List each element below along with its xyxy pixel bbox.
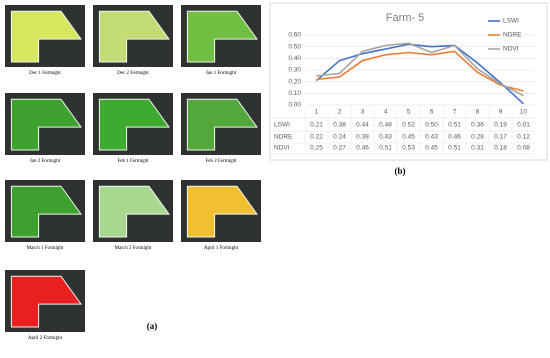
table-row-label: LSWI bbox=[274, 122, 290, 129]
x-tick-label: 4 bbox=[384, 109, 388, 116]
field bbox=[98, 98, 170, 151]
x-tick-label: 7 bbox=[453, 109, 457, 116]
legend-label: NDRE bbox=[503, 32, 522, 39]
table-cell: 0.51 bbox=[379, 145, 392, 152]
table-cell: 0.52 bbox=[402, 122, 415, 129]
table-cell: 0.45 bbox=[402, 134, 415, 141]
table-row-label: NDRE bbox=[274, 134, 293, 141]
table-cell: 0.53 bbox=[402, 145, 415, 152]
image-caption: Feb 1 Fortnight bbox=[117, 159, 149, 164]
table-cell: 0.17 bbox=[494, 134, 507, 141]
table-cell: 0.45 bbox=[425, 145, 438, 152]
legend-label: LSWI bbox=[503, 18, 519, 25]
table-cell: 0.38 bbox=[333, 122, 346, 129]
table-cell: 0.28 bbox=[471, 134, 484, 141]
table-cell: 0.36 bbox=[471, 122, 484, 129]
image-caption: April 1 Fortnight bbox=[204, 246, 239, 251]
field bbox=[10, 98, 82, 151]
field bbox=[186, 185, 258, 238]
field bbox=[98, 185, 170, 238]
field bbox=[10, 185, 82, 238]
table-cell: 0.46 bbox=[448, 134, 461, 141]
y-tick-label: 0.50 bbox=[288, 43, 301, 50]
table-cell: 0.50 bbox=[425, 122, 438, 129]
field bbox=[186, 98, 258, 151]
table-cell: 0.21 bbox=[310, 122, 323, 129]
table-cell: 0.51 bbox=[448, 145, 461, 152]
y-tick-label: 0.00 bbox=[288, 102, 301, 109]
table-cell: 0.51 bbox=[448, 122, 461, 129]
x-tick-label: 10 bbox=[520, 109, 528, 116]
image-caption: Feb 2 Fortnight bbox=[205, 159, 237, 164]
image-caption: Jan 1 Fortnight bbox=[206, 71, 237, 76]
series-line bbox=[316, 42, 524, 97]
table-cell: 0.38 bbox=[356, 134, 369, 141]
table-cell: 0.24 bbox=[333, 134, 346, 141]
chart-title: Farm- 5 bbox=[386, 12, 425, 24]
table-cell: 0.48 bbox=[379, 122, 392, 129]
table-cell: 0.22 bbox=[310, 134, 323, 141]
image-caption: Jan 2 Fortnight bbox=[30, 159, 61, 164]
image-caption: Dec 1 Fortnight bbox=[29, 71, 61, 76]
series-line bbox=[315, 43, 525, 105]
table-cell: 0.43 bbox=[425, 134, 438, 141]
table-cell: 0.19 bbox=[494, 122, 507, 129]
y-tick-label: 0.10 bbox=[288, 90, 301, 97]
field bbox=[186, 10, 258, 63]
table-cell: 0.01 bbox=[517, 122, 530, 129]
table-cell: 0.46 bbox=[356, 145, 369, 152]
y-tick-label: 0.60 bbox=[288, 32, 301, 39]
table-cell: 0.43 bbox=[379, 134, 392, 141]
image-caption: Dec 2 Fortnight bbox=[117, 71, 149, 76]
series-line bbox=[316, 50, 524, 92]
image-caption: April 2 Fortnight bbox=[28, 336, 63, 341]
image-caption: March 2 Fortnight bbox=[115, 246, 152, 251]
image-caption: March 1 Fortnight bbox=[27, 246, 64, 251]
y-tick-label: 0.20 bbox=[288, 78, 301, 85]
field bbox=[10, 275, 82, 328]
table-cell: 0.08 bbox=[517, 145, 530, 152]
table-row-label: NDVI bbox=[274, 145, 290, 152]
panel-label: (b) bbox=[395, 166, 406, 176]
x-tick-label: 9 bbox=[499, 109, 503, 116]
field bbox=[98, 10, 170, 63]
x-tick-label: 2 bbox=[338, 109, 342, 116]
field bbox=[10, 10, 82, 63]
table-cell: 0.12 bbox=[517, 134, 530, 141]
x-tick-label: 8 bbox=[476, 109, 480, 116]
x-tick-label: 1 bbox=[315, 109, 319, 116]
x-tick-label: 6 bbox=[430, 109, 434, 116]
x-tick-label: 5 bbox=[407, 109, 411, 116]
table-cell: 0.44 bbox=[356, 122, 369, 129]
y-tick-label: 0.30 bbox=[288, 67, 301, 74]
y-tick-label: 0.40 bbox=[288, 55, 301, 62]
table-cell: 0.27 bbox=[333, 145, 346, 152]
table-cell: 0.31 bbox=[471, 145, 484, 152]
legend-label: NDVI bbox=[503, 46, 519, 53]
table-cell: 0.18 bbox=[494, 145, 507, 152]
x-tick-label: 3 bbox=[361, 109, 365, 116]
panel-label: (a) bbox=[147, 321, 158, 331]
table-cell: 0.25 bbox=[310, 145, 323, 152]
